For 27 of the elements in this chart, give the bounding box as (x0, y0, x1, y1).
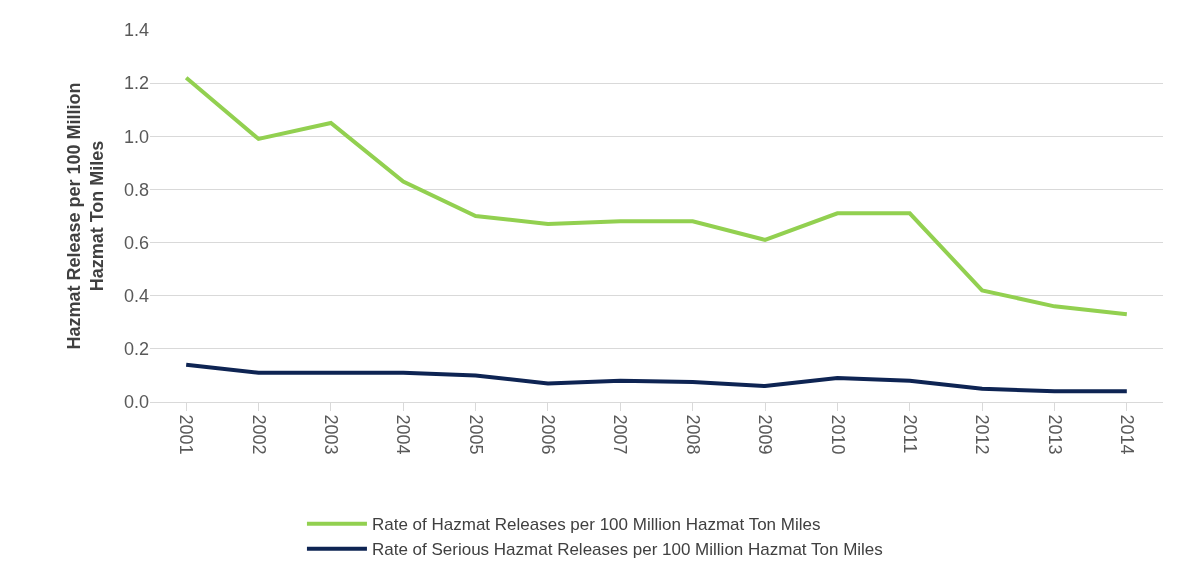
legend-label: Rate of Serious Hazmat Releases per 100 Million Hazmat Ton Miles (371, 540, 883, 560)
x-tick-label: 2002 (248, 414, 269, 455)
x-tick-label: 2012 (972, 414, 993, 455)
x-tick-label: 2009 (755, 414, 776, 455)
y-tick-label: 0.4 (123, 286, 149, 307)
x-tick-label: 2014 (1116, 414, 1137, 455)
y-tick-label: 1.2 (123, 73, 149, 94)
line-series (184, 75, 1129, 317)
legend-label: Rate of Hazmat Releases per 100 Million Hazmat Ton Miles (371, 515, 821, 535)
x-tick-label: 2001 (176, 414, 197, 455)
x-tick-label: 2013 (1044, 414, 1065, 455)
x-tick-label: 2011 (899, 414, 920, 454)
x-tick-label: 2004 (393, 414, 414, 455)
y-tick-label: 0.2 (123, 339, 149, 360)
y-axis-title: Hazmat Release per 100 Million Hazmat Ton Miles (63, 82, 108, 350)
y-tick-label: 0.8 (123, 179, 149, 200)
x-tick-label: 2010 (827, 414, 848, 455)
x-tick-label: 2006 (538, 414, 559, 455)
x-tick-label: 2005 (465, 414, 486, 455)
y-tick-label: 1.0 (123, 126, 149, 147)
x-tick-label: 2008 (682, 414, 703, 455)
y-tick-label: 1.4 (123, 20, 149, 41)
y-tick-label: 0.6 (123, 232, 149, 253)
line-series (184, 362, 1129, 394)
y-tick-label: 0.0 (123, 392, 149, 413)
x-tick-label: 2003 (321, 414, 342, 455)
x-tick-label: 2007 (610, 414, 631, 455)
